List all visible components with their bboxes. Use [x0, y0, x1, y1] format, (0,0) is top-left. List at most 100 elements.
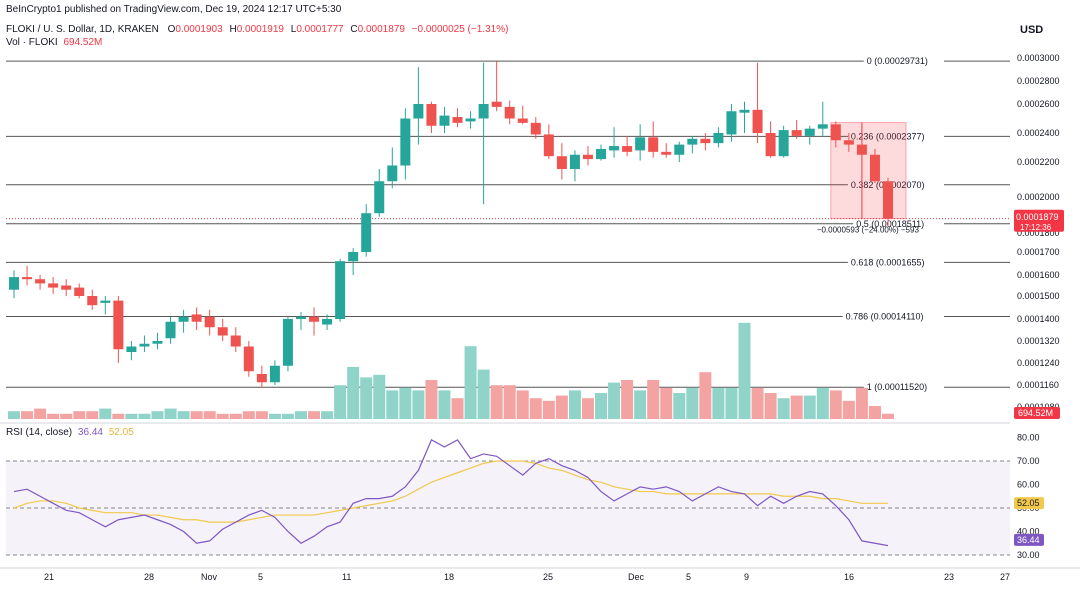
x-tick: Dec [628, 572, 645, 582]
candle-body [504, 106, 515, 119]
volume-bar [203, 411, 216, 419]
candle-body [374, 181, 385, 214]
candle-body [582, 154, 593, 160]
candle-body [269, 365, 280, 383]
candle-body [804, 128, 815, 136]
fib-label: 0.618 (0.0001655) [851, 257, 925, 267]
volume-bar [608, 382, 621, 419]
volume-bar [699, 372, 712, 419]
volume-bar [855, 387, 868, 419]
candle-body [452, 117, 463, 123]
candle-body [9, 277, 19, 290]
candle-body [61, 285, 72, 290]
candle-body [700, 138, 711, 144]
candle-body [830, 124, 841, 141]
candle-body [282, 319, 293, 366]
price-tick: 0.0001320 [1017, 336, 1060, 346]
candle-body [439, 115, 450, 126]
volume-bar [673, 393, 686, 419]
volume-bar [308, 411, 321, 419]
candle-body [778, 130, 789, 157]
volume-bar [334, 385, 347, 419]
volume-bar [542, 400, 555, 419]
volume-bar [803, 395, 816, 419]
volume-bar [21, 411, 34, 419]
high-value: 0.0001919 [236, 24, 284, 35]
candle-body [543, 134, 554, 157]
x-tick: 25 [543, 572, 553, 582]
change-value: −0.0000025 (−1.31%) [411, 24, 509, 35]
candle-body [22, 277, 33, 280]
fib-label-bg [847, 129, 944, 143]
fib-label-bg [853, 216, 944, 230]
fib-label-bg [847, 255, 944, 269]
x-tick: 11 [342, 572, 351, 582]
rsi-tick: 40.00 [1017, 527, 1040, 537]
fib-label: 0.786 (0.00014110) [846, 311, 924, 321]
rsi-line [13, 439, 889, 547]
volume-bar [790, 395, 803, 419]
fib-label: 0.5 (0.00018511) [856, 219, 924, 229]
candle-body [674, 144, 685, 155]
volume-bar [386, 390, 399, 419]
volume-bar [399, 387, 412, 419]
candle-body [361, 213, 372, 252]
fib-label-bg [863, 54, 944, 68]
price-tick: 0.0002400 [1017, 128, 1060, 138]
candle-body [661, 151, 672, 155]
candle-body [517, 118, 528, 123]
volume-bar [634, 390, 647, 419]
candle-body [100, 300, 111, 303]
candle-body [869, 154, 880, 182]
volume-bar [73, 411, 86, 419]
candle-body [348, 252, 359, 262]
volume-bar [829, 390, 842, 419]
volume-bar [60, 413, 73, 419]
open-value: 0.0001903 [175, 24, 223, 35]
x-tick: 23 [944, 572, 954, 582]
candle-body [648, 137, 659, 152]
volume-badge [1014, 407, 1060, 419]
x-tick: 27 [1000, 572, 1010, 582]
volume-bar [321, 411, 334, 419]
x-tick: 5 [258, 572, 263, 582]
rsi-legend: RSI (14, close) 36.44 52.05 [6, 427, 134, 438]
volume-bar [516, 390, 529, 419]
candle-body [596, 148, 607, 160]
volume-bar [477, 369, 490, 419]
candle-body [230, 335, 241, 347]
currency-label: USD [1020, 24, 1044, 36]
volume-bar [621, 380, 634, 419]
volume-bar [177, 411, 190, 419]
candle-body [178, 316, 189, 322]
price-tick: 0.0001400 [1017, 314, 1060, 324]
price-tick: 0.0002800 [1017, 76, 1060, 86]
volume-bar [255, 411, 268, 419]
candle-body [426, 104, 437, 126]
candle-body [126, 346, 137, 352]
volume-bar [86, 411, 99, 419]
candle-body [152, 341, 163, 344]
volume-bar [112, 413, 125, 419]
candle-body [530, 122, 541, 135]
candle-body [465, 118, 476, 122]
candle-body [165, 321, 176, 339]
volume-bar [281, 413, 294, 419]
volume-label: Vol · FLOKI [6, 37, 58, 48]
volume-bar [568, 390, 581, 419]
volume-bar [882, 413, 894, 419]
volume-bar [360, 377, 373, 419]
candle-body [413, 104, 424, 119]
candle-body [243, 346, 254, 372]
low-label: L [290, 24, 297, 35]
candle-body [74, 287, 85, 296]
rsi-ma-badge [1014, 497, 1044, 510]
volume-bar [816, 387, 829, 419]
candle-body [752, 109, 763, 133]
candle-body [35, 279, 46, 284]
candle-body [256, 374, 267, 383]
candle-body [791, 130, 802, 136]
countdown-text: 17:12:36 [1020, 223, 1052, 232]
current-price-badge [1014, 209, 1064, 232]
